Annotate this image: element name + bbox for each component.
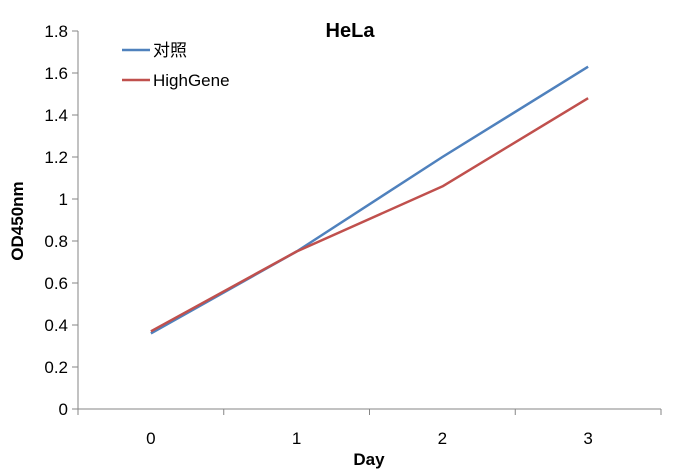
y-tick-label: 0 <box>59 400 68 419</box>
chart-title: HeLa <box>326 20 376 42</box>
x-axis-ticks: 0 1 2 3 <box>77 409 662 448</box>
y-axis-title: OD450nm <box>8 181 27 260</box>
y-tick-label: 0.8 <box>44 232 68 251</box>
y-tick-label: 1.4 <box>44 106 68 125</box>
x-tick-label: 1 <box>292 429 301 448</box>
y-tick-label: 0.2 <box>44 358 68 377</box>
x-tick-label: 0 <box>146 429 155 448</box>
x-tick-label: 3 <box>583 429 592 448</box>
series-line-0 <box>150 65 589 335</box>
y-tick-label: 1.8 <box>44 22 68 41</box>
legend: 对照 HighGene <box>122 41 230 90</box>
x-axis-title: Day <box>353 450 385 469</box>
series-line-1 <box>150 97 589 333</box>
y-tick-label: 0.6 <box>44 274 68 293</box>
legend-label-1: HighGene <box>153 71 230 90</box>
y-tick-label: 0.4 <box>44 316 68 335</box>
y-tick-label: 1 <box>59 190 68 209</box>
y-tick-label: 1.6 <box>44 64 68 83</box>
y-tick-label: 1.2 <box>44 148 68 167</box>
series-layer <box>150 65 589 335</box>
legend-label-0: 对照 <box>153 41 187 60</box>
y-axis-ticks: 0 0.2 0.4 0.6 0.8 1 1.2 1.4 1.6 1.8 <box>44 22 78 419</box>
x-tick-label: 2 <box>438 429 447 448</box>
